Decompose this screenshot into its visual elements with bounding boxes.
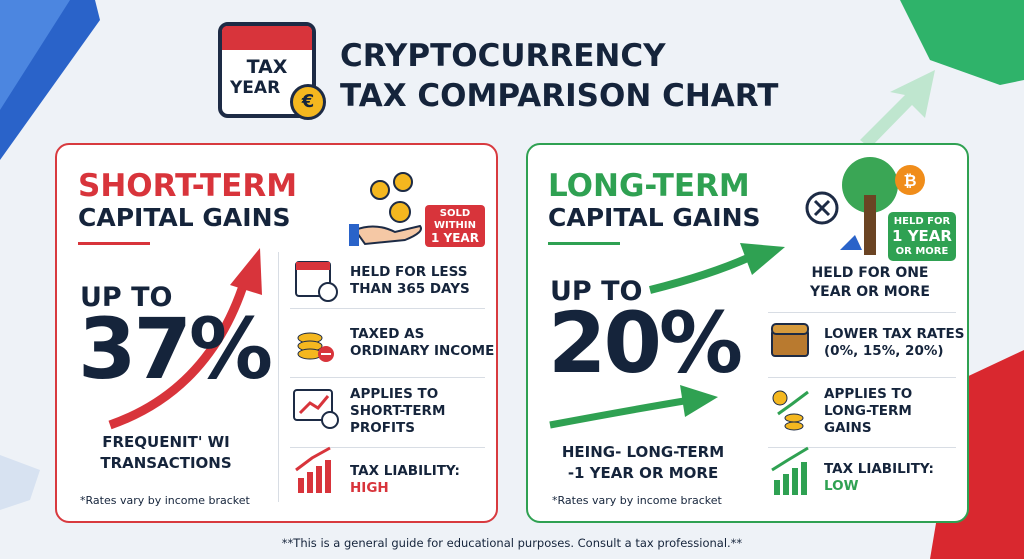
item-line: (0%, 15%, 20%): [824, 343, 944, 359]
note: *Rates vary by income bracket: [80, 494, 250, 507]
divider: [290, 377, 485, 378]
subheading: CAPITAL GAINS: [548, 203, 761, 232]
item-icons: [771, 323, 809, 495]
held-line: YEAR OR MORE: [810, 284, 930, 300]
subheading: CAPITAL GAINS: [78, 203, 291, 232]
divider: [278, 252, 279, 502]
badge: SOLD WITHIN 1 YEAR: [425, 205, 485, 247]
title-line: CRYPTOCURRENCY: [340, 38, 666, 74]
item-line: APPLIES TO: [350, 386, 439, 402]
icon-text: YEAR: [230, 78, 281, 98]
item-line: HELD FOR LESS: [350, 264, 468, 280]
caption: HEING- LONG-TERM -1 YEAR OR MORE: [548, 442, 738, 484]
item: TAXED AS ORDINARY INCOME: [350, 326, 494, 360]
divider: [768, 447, 956, 448]
held-line: HELD FOR ONE: [811, 265, 929, 281]
item-line: TAX LIABILITY:: [350, 463, 460, 479]
item-icons: [293, 261, 339, 493]
liability-level: HIGH: [350, 480, 389, 496]
badge-line: 1 YEAR: [431, 231, 479, 245]
divider: [768, 312, 956, 313]
long-term-panel: [526, 143, 969, 523]
hand-coins-icon: [349, 172, 422, 246]
liability-level: LOW: [824, 478, 859, 494]
svg-text:₿: ₿: [903, 171, 916, 190]
calendar-icon: TAX YEAR: [218, 22, 316, 118]
item: TAX LIABILITY: LOW: [824, 461, 934, 495]
item: APPLIES TO SHORT-TERM PROFITS: [350, 386, 445, 437]
item-line: APPLIES TO: [824, 386, 913, 402]
divider: [768, 377, 956, 378]
item-line: THAN 365 DAYS: [350, 281, 470, 297]
item-line: TAX LIABILITY:: [824, 461, 934, 477]
underline: [78, 242, 150, 245]
red-arrow: [108, 248, 262, 430]
item-line: LONG-TERM: [824, 403, 912, 419]
held-text: HELD FOR ONE YEAR OR MORE: [790, 264, 950, 302]
badge-line: 1 YEAR: [892, 227, 952, 245]
underline: [548, 242, 620, 245]
caption-line: TRANSACTIONS: [100, 454, 232, 472]
item: LOWER TAX RATES (0%, 15%, 20%): [824, 326, 964, 360]
caption-line: HEING- LONG-TERM: [561, 443, 725, 461]
rate: 37%: [78, 300, 273, 398]
euro-coin: €: [290, 84, 326, 120]
heading: LONG-TERM: [548, 168, 750, 204]
item-line: ORDINARY INCOME: [350, 343, 495, 359]
item-line: PROFITS: [350, 420, 415, 436]
heading: SHORT-TERM: [78, 168, 298, 204]
badge-line: OR MORE: [895, 246, 949, 257]
badge-line: SOLD: [439, 208, 471, 219]
title: CRYPTOCURRENCY TAX COMPARISON CHART: [340, 36, 778, 116]
badge-line: WITHIN: [433, 220, 477, 231]
item-line: GAINS: [824, 420, 872, 436]
divider: [290, 447, 485, 448]
icon-text: TAX: [246, 56, 288, 78]
item-line: TAXED AS: [350, 326, 425, 342]
rate: 20%: [548, 294, 743, 392]
divider: [290, 308, 485, 309]
caption: FREQUENIT' WI TRANSACTIONS: [78, 432, 254, 474]
item: TAX LIABILITY: HIGH: [350, 463, 460, 497]
caption-line: -1 YEAR OR MORE: [567, 464, 719, 482]
note: *Rates vary by income bracket: [552, 494, 722, 507]
caption-line: FREQUENIT' WI: [102, 433, 230, 451]
badge: HELD FOR 1 YEAR OR MORE: [888, 212, 956, 261]
rate-prefix: UP TO: [550, 276, 643, 307]
green-arrows: [549, 243, 785, 429]
item-line: SHORT-TERM: [350, 403, 446, 419]
item-line: LOWER TAX RATES: [824, 326, 965, 342]
item: HELD FOR LESS THAN 365 DAYS: [350, 264, 470, 298]
item: APPLIES TO LONG-TERM GAINS: [824, 386, 912, 437]
title-line: TAX COMPARISON CHART: [340, 78, 779, 114]
rate-prefix: UP TO: [80, 282, 173, 313]
tree-icon: ₿: [805, 157, 925, 255]
badge-line: HELD FOR: [893, 216, 951, 227]
footer: **This is a general guide for educationa…: [281, 536, 743, 550]
short-term-panel: [55, 143, 498, 523]
